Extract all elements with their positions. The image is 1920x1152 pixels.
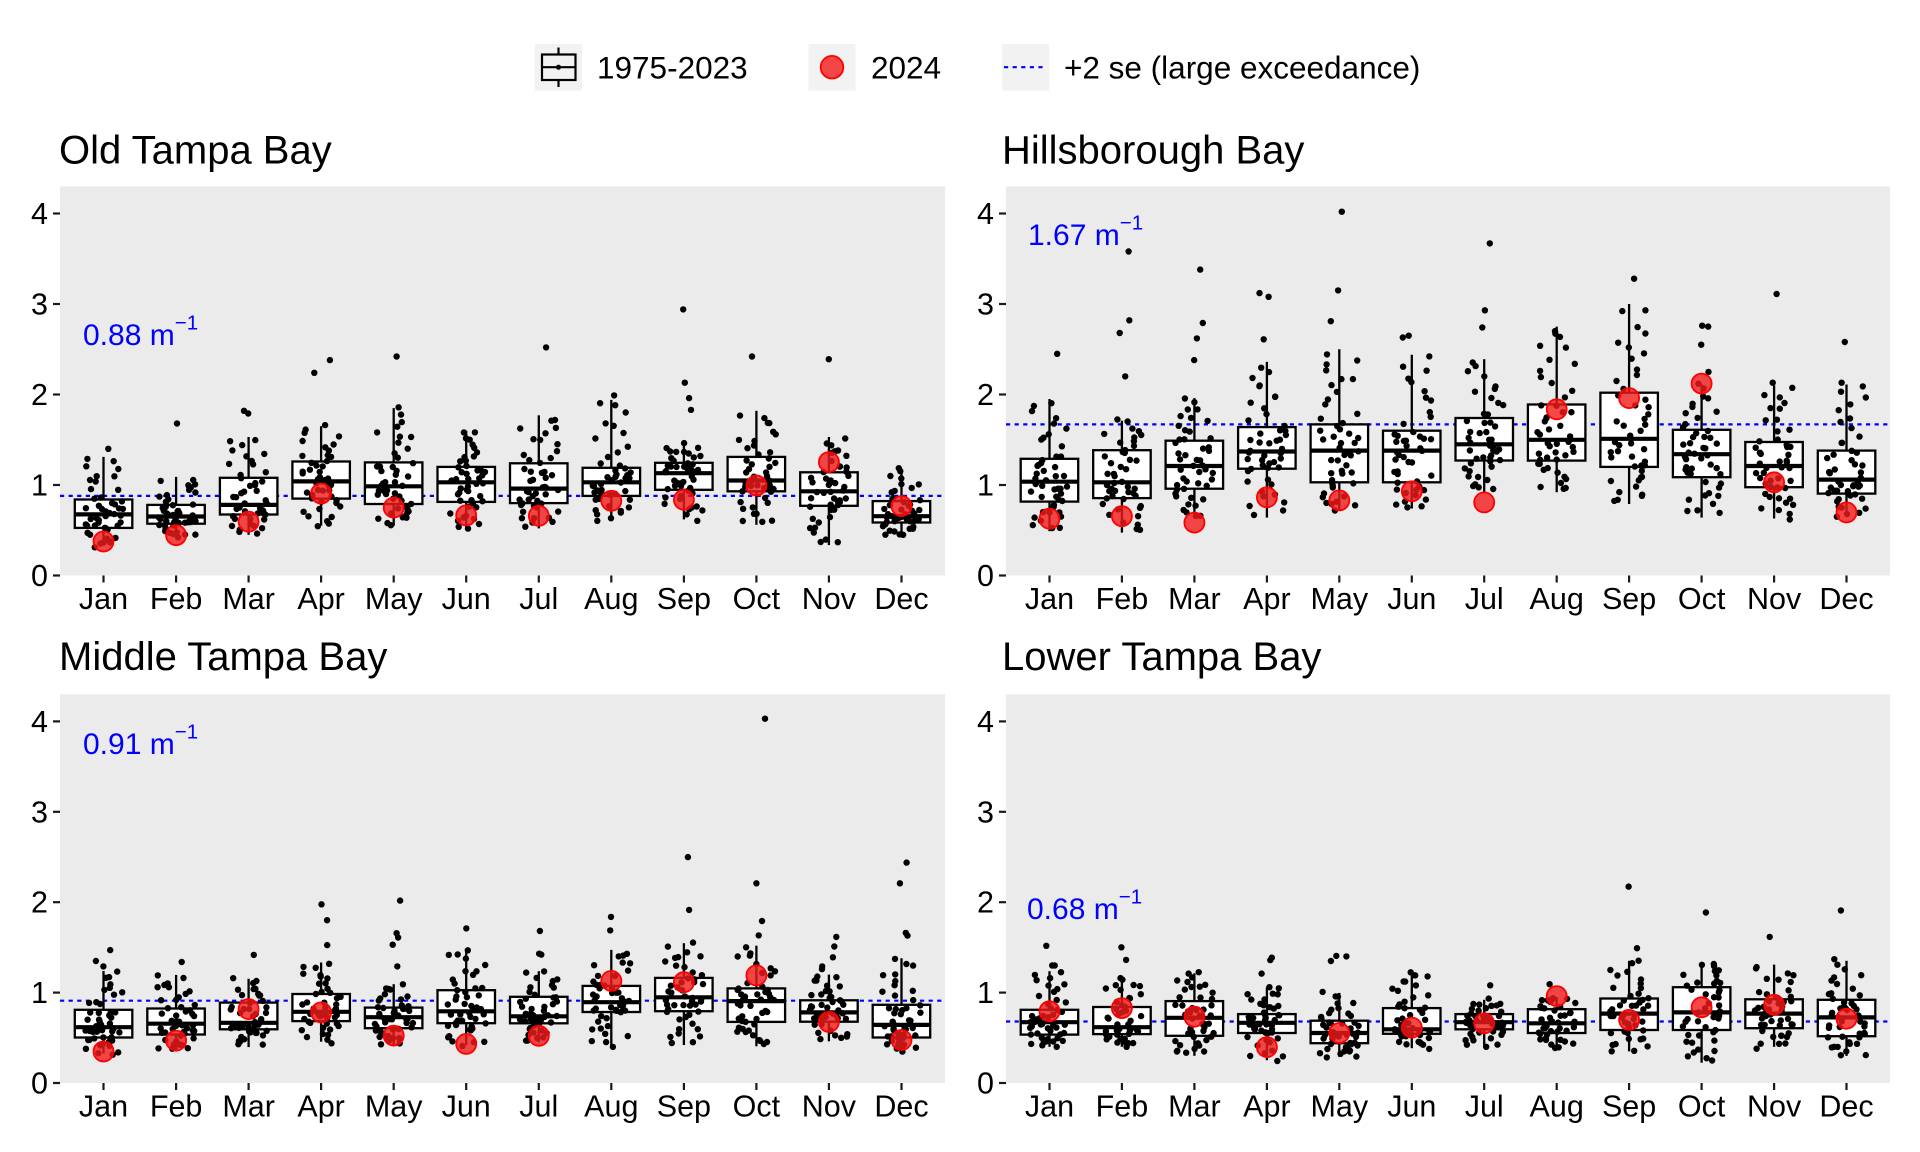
svg-text:0: 0 (977, 1067, 994, 1101)
svg-text:Oct: Oct (733, 582, 781, 616)
svg-text:1: 1 (31, 976, 48, 1010)
svg-text:Jul: Jul (519, 1090, 558, 1124)
svg-text:Apr: Apr (1243, 582, 1290, 616)
svg-text:Apr: Apr (297, 1090, 344, 1124)
svg-text:Aug: Aug (584, 1090, 638, 1124)
svg-text:Dec: Dec (1819, 582, 1873, 616)
svg-text:Sep: Sep (657, 1090, 711, 1124)
svg-text:Nov: Nov (802, 582, 857, 616)
svg-text:3: 3 (31, 288, 48, 322)
svg-text:3: 3 (977, 288, 994, 322)
svg-text:Dec: Dec (1819, 1090, 1873, 1124)
svg-text:Nov: Nov (1747, 1090, 1802, 1124)
svg-text:Jun: Jun (442, 582, 491, 616)
svg-text:May: May (365, 582, 423, 616)
svg-text:2: 2 (977, 378, 994, 412)
svg-text:Mar: Mar (222, 1090, 275, 1124)
svg-text:Jul: Jul (1465, 582, 1504, 616)
svg-text:+2 se (large exceedance): +2 se (large exceedance) (1064, 50, 1420, 86)
svg-text:Aug: Aug (1530, 1090, 1584, 1124)
svg-text:Feb: Feb (150, 582, 203, 616)
svg-text:Apr: Apr (1243, 1090, 1290, 1124)
svg-text:3: 3 (977, 795, 994, 829)
svg-text:Oct: Oct (733, 1090, 781, 1124)
svg-text:May: May (1310, 1090, 1368, 1124)
svg-text:Feb: Feb (1096, 1090, 1149, 1124)
svg-text:Mar: Mar (1168, 1090, 1221, 1124)
svg-text:Mar: Mar (1168, 582, 1221, 616)
svg-text:1: 1 (977, 976, 994, 1010)
svg-text:Oct: Oct (1678, 1090, 1726, 1124)
svg-text:Jan: Jan (1025, 1090, 1074, 1124)
svg-text:1.67 m−1: 1.67 m−1 (1028, 212, 1143, 253)
svg-text:Feb: Feb (1096, 582, 1149, 616)
svg-text:Hillsborough Bay: Hillsborough Bay (1002, 129, 1304, 173)
svg-text:Jun: Jun (442, 1090, 491, 1124)
svg-text:May: May (1310, 582, 1368, 616)
svg-text:Jul: Jul (1465, 1090, 1504, 1124)
svg-text:May: May (365, 1090, 423, 1124)
svg-text:Middle Tampa Bay: Middle Tampa Bay (59, 635, 387, 679)
svg-text:Jun: Jun (1387, 582, 1436, 616)
svg-text:3: 3 (31, 795, 48, 829)
svg-text:2: 2 (977, 886, 994, 920)
svg-text:Jan: Jan (79, 1090, 128, 1124)
svg-text:Lower Tampa Bay: Lower Tampa Bay (1002, 635, 1321, 679)
svg-text:1975-2023: 1975-2023 (597, 50, 748, 86)
svg-text:1: 1 (977, 469, 994, 503)
svg-text:Sep: Sep (657, 582, 711, 616)
svg-text:Dec: Dec (874, 1090, 928, 1124)
svg-text:Aug: Aug (1530, 582, 1584, 616)
svg-text:Jun: Jun (1387, 1090, 1436, 1124)
svg-text:4: 4 (977, 705, 994, 739)
svg-text:4: 4 (31, 197, 48, 231)
svg-text:Old Tampa Bay: Old Tampa Bay (59, 129, 332, 173)
svg-text:Jul: Jul (519, 582, 558, 616)
svg-text:Jan: Jan (79, 582, 128, 616)
svg-text:Feb: Feb (150, 1090, 203, 1124)
svg-text:Sep: Sep (1602, 1090, 1656, 1124)
svg-text:2024: 2024 (871, 50, 941, 86)
svg-text:4: 4 (31, 705, 48, 739)
svg-text:Mar: Mar (222, 582, 275, 616)
svg-text:0: 0 (31, 559, 48, 593)
svg-text:Oct: Oct (1678, 582, 1726, 616)
svg-text:0: 0 (977, 559, 994, 593)
svg-text:0: 0 (31, 1067, 48, 1101)
svg-text:2: 2 (31, 886, 48, 920)
svg-text:Nov: Nov (1747, 582, 1802, 616)
svg-text:Dec: Dec (874, 582, 928, 616)
svg-text:Aug: Aug (584, 582, 638, 616)
svg-text:Jan: Jan (1025, 582, 1074, 616)
svg-text:1: 1 (31, 469, 48, 503)
svg-text:Nov: Nov (802, 1090, 857, 1124)
svg-text:Apr: Apr (297, 582, 344, 616)
svg-text:Sep: Sep (1602, 582, 1656, 616)
svg-text:2: 2 (31, 378, 48, 412)
svg-text:4: 4 (977, 197, 994, 231)
